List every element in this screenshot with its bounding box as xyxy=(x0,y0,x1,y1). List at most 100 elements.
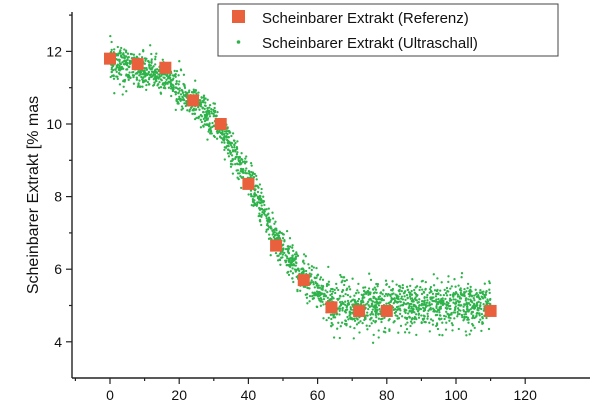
ultraschall-point xyxy=(327,265,330,269)
ultraschall-point xyxy=(245,160,248,163)
ultraschall-point xyxy=(452,301,455,304)
ultraschall-point xyxy=(357,321,360,324)
ultraschall-point xyxy=(342,276,346,279)
ultraschall-point xyxy=(255,178,258,181)
ultraschall-point xyxy=(326,290,329,294)
ultraschall-point xyxy=(277,236,280,239)
ultraschall-point xyxy=(477,296,480,299)
ultraschall-point xyxy=(341,309,344,312)
ultraschall-point xyxy=(357,302,360,306)
ultraschall-point xyxy=(413,317,416,321)
ultraschall-point xyxy=(434,295,438,298)
ultraschall-point xyxy=(227,155,231,158)
ultraschall-point xyxy=(150,70,154,73)
ultraschall-point xyxy=(110,68,113,71)
ultraschall-point xyxy=(393,320,396,323)
ultraschall-point xyxy=(366,311,369,314)
ultraschall-point xyxy=(458,295,461,298)
ultraschall-point xyxy=(407,306,410,310)
ultraschall-point xyxy=(435,289,439,293)
ultraschall-point xyxy=(410,293,414,296)
referenz-point xyxy=(353,304,366,317)
ultraschall-point xyxy=(143,69,146,72)
ultraschall-point xyxy=(284,254,287,257)
ultraschall-point xyxy=(441,334,444,337)
ultraschall-point xyxy=(340,290,344,294)
ultraschall-point xyxy=(359,300,363,303)
ultraschall-point xyxy=(233,146,236,149)
ultraschall-point xyxy=(384,292,388,296)
ultraschall-point xyxy=(284,247,288,251)
ultraschall-point xyxy=(112,74,115,78)
ultraschall-point xyxy=(416,301,419,304)
ultraschall-point xyxy=(148,83,151,86)
ultraschall-point xyxy=(439,305,443,308)
ultraschall-point xyxy=(147,71,150,74)
ultraschall-point xyxy=(285,229,289,233)
ultraschall-point xyxy=(232,149,236,152)
x-tick-label: 40 xyxy=(241,387,257,403)
ultraschall-point xyxy=(417,312,421,315)
ultraschall-point xyxy=(180,88,183,92)
referenz-point xyxy=(270,239,283,252)
ultraschall-point xyxy=(429,287,432,291)
ultraschall-point xyxy=(420,314,423,317)
ultraschall-point xyxy=(175,80,178,83)
ultraschall-point xyxy=(178,87,181,90)
ultraschall-point xyxy=(203,119,207,123)
ultraschall-point xyxy=(447,275,450,278)
ultraschall-point xyxy=(312,266,315,269)
ultraschall-point xyxy=(406,296,409,299)
ultraschall-point xyxy=(377,317,381,320)
ultraschall-point xyxy=(345,308,349,311)
ultraschall-point xyxy=(396,314,399,318)
ultraschall-point xyxy=(384,279,388,282)
ultraschall-point xyxy=(346,299,350,303)
ultraschall-point xyxy=(326,296,329,299)
ultraschall-point xyxy=(328,298,331,301)
ultraschall-point xyxy=(373,295,376,299)
ultraschall-point xyxy=(313,276,316,279)
ultraschall-point xyxy=(422,291,426,294)
ultraschall-point xyxy=(339,325,342,328)
ultraschall-point xyxy=(338,336,341,340)
ultraschall-point xyxy=(374,288,378,291)
ultraschall-point xyxy=(450,322,454,325)
ultraschall-point xyxy=(120,66,123,69)
ultraschall-point xyxy=(445,304,448,307)
ultraschall-point xyxy=(460,276,463,279)
ultraschall-point xyxy=(291,267,294,270)
ultraschall-point xyxy=(141,73,144,76)
ultraschall-point xyxy=(345,278,348,282)
ultraschall-point xyxy=(181,107,185,110)
ultraschall-point xyxy=(416,293,419,297)
ultraschall-point xyxy=(169,84,173,88)
ultraschall-point xyxy=(321,278,325,281)
ultraschall-point xyxy=(269,218,272,221)
ultraschall-point xyxy=(179,93,183,96)
ultraschall-point xyxy=(126,56,129,59)
ultraschall-point xyxy=(157,83,160,86)
ultraschall-point xyxy=(216,110,219,114)
ultraschall-point xyxy=(421,288,424,291)
ultraschall-point xyxy=(448,319,451,322)
ultraschall-point xyxy=(403,331,407,334)
ultraschall-point xyxy=(118,64,121,67)
ultraschall-point xyxy=(234,155,238,159)
ultraschall-point xyxy=(140,56,144,59)
ultraschall-point xyxy=(245,167,248,170)
ultraschall-point xyxy=(467,309,470,313)
ultraschall-point xyxy=(241,176,245,179)
ultraschall-point xyxy=(204,104,207,108)
ultraschall-point xyxy=(291,256,294,259)
ultraschall-point xyxy=(464,311,467,314)
ultraschall-point xyxy=(192,109,195,112)
ultraschall-point xyxy=(126,52,130,55)
ultraschall-point xyxy=(294,258,297,261)
ultraschall-point xyxy=(461,315,464,319)
ultraschall-point xyxy=(266,220,270,223)
ultraschall-point xyxy=(267,216,271,219)
ultraschall-point xyxy=(207,123,210,126)
referenz-point xyxy=(242,177,255,190)
ultraschall-point xyxy=(338,309,341,312)
